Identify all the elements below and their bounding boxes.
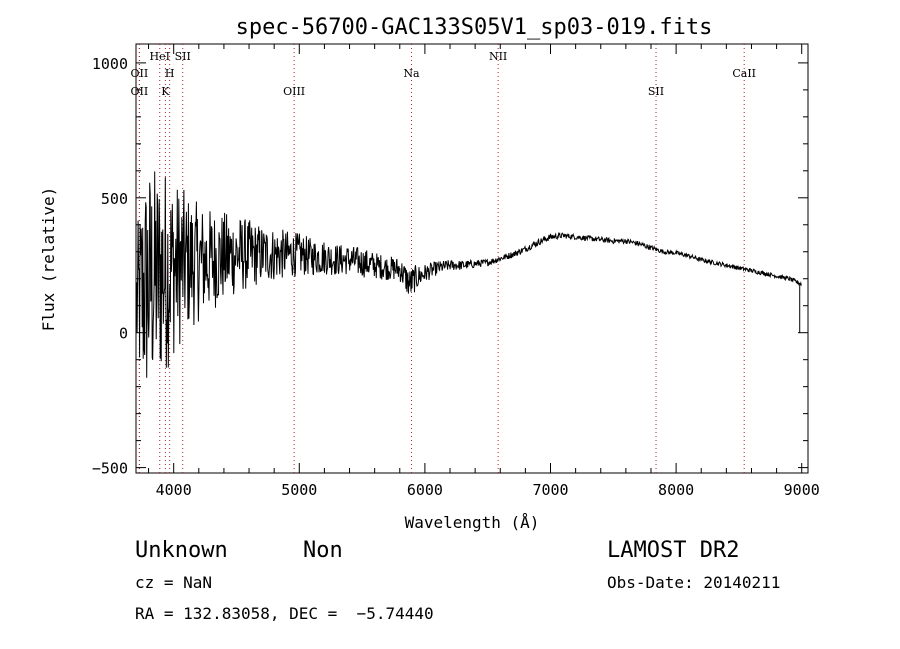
y-tick-label: 0 [119, 325, 128, 343]
y-tick-label: 1000 [92, 55, 128, 73]
chart-title: spec-56700-GAC133S05V1_sp03-019.fits [236, 15, 713, 40]
spectral-line-label: SII [175, 50, 191, 63]
observation-date: Obs-Date: 20140211 [607, 573, 781, 592]
spectral-line-label: OIII [283, 85, 305, 98]
x-tick-label: 8000 [658, 481, 694, 499]
spectral-line-label: K [161, 85, 170, 98]
spectral-line-label: HeI [150, 50, 170, 63]
spectral-line-label: OII [131, 85, 149, 98]
axis-ticks: 4000 5000 6000 7000 8000 9000 −500 0 500 1000 [92, 44, 820, 499]
redshift-cz: cz = NaN [135, 573, 213, 592]
object-class: Unknown [135, 538, 228, 563]
spectral-line-label: Na [403, 67, 420, 80]
spectral-line-label: CaII [732, 67, 756, 80]
x-tick-label: 9000 [784, 481, 820, 499]
object-subclass: Non [303, 538, 343, 563]
spectral-line-label: SII [648, 85, 664, 98]
x-tick-label: 7000 [532, 481, 568, 499]
spectral-line-label: H [165, 67, 175, 80]
x-tick-label: 4000 [156, 481, 192, 499]
y-tick-label: −500 [92, 460, 128, 478]
y-axis-label: Flux (relative) [39, 187, 58, 332]
ra-dec: RA = 132.83058, DEC = −5.74440 [135, 604, 434, 623]
x-tick-label: 6000 [407, 481, 443, 499]
flux-series [136, 171, 802, 378]
x-axis-label: Wavelength (Å) [405, 513, 540, 532]
spectral-line-label: OII [131, 67, 149, 80]
survey-name: LAMOST DR2 [607, 538, 740, 563]
spectral-line-label: NII [489, 50, 507, 63]
y-tick-label: 500 [101, 190, 128, 208]
x-tick-label: 5000 [281, 481, 317, 499]
flux-line [136, 171, 802, 378]
plot-frame [135, 43, 809, 474]
